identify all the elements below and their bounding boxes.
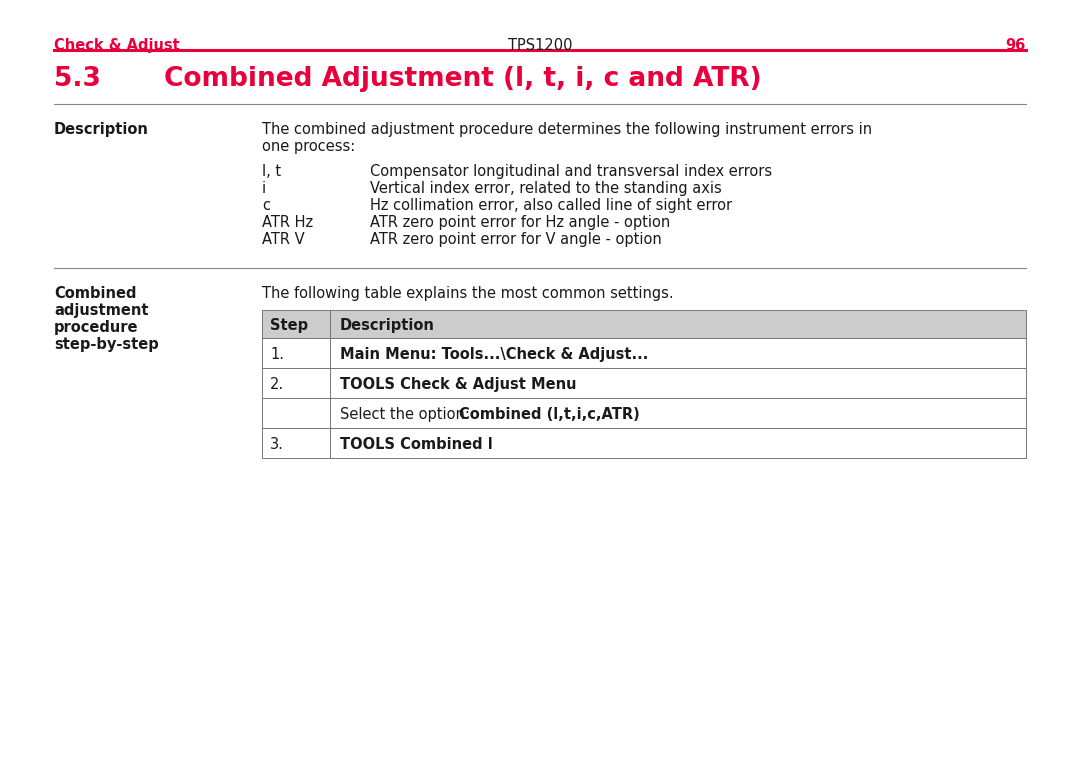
Text: adjustment: adjustment bbox=[54, 303, 149, 318]
Text: Step: Step bbox=[270, 318, 308, 333]
Text: Compensator longitudinal and transversal index errors: Compensator longitudinal and transversal… bbox=[370, 164, 772, 179]
Bar bbox=[262, 338, 1026, 368]
Text: The following table explains the most common settings.: The following table explains the most co… bbox=[262, 286, 674, 301]
Text: TOOLS Check & Adjust Menu: TOOLS Check & Adjust Menu bbox=[340, 377, 577, 392]
Text: Main Menu: Tools...\Check & Adjust...: Main Menu: Tools...\Check & Adjust... bbox=[340, 347, 648, 362]
Text: Description: Description bbox=[54, 122, 149, 137]
Text: procedure: procedure bbox=[54, 320, 138, 335]
Text: ATR zero point error for Hz angle - option: ATR zero point error for Hz angle - opti… bbox=[370, 215, 671, 230]
Text: l, t: l, t bbox=[262, 164, 281, 179]
Text: Combined Adjustment (l, t, i, c and ATR): Combined Adjustment (l, t, i, c and ATR) bbox=[164, 66, 761, 92]
Text: Vertical index error, related to the standing axis: Vertical index error, related to the sta… bbox=[370, 181, 721, 196]
Text: Check & Adjust: Check & Adjust bbox=[54, 38, 179, 53]
Text: 1.: 1. bbox=[270, 347, 284, 362]
Text: Combined (l,t,i,c,ATR): Combined (l,t,i,c,ATR) bbox=[459, 407, 639, 422]
Text: 5.3: 5.3 bbox=[54, 66, 100, 92]
Text: ATR Hz: ATR Hz bbox=[262, 215, 313, 230]
Bar bbox=[262, 310, 1026, 338]
Text: The combined adjustment procedure determines the following instrument errors in: The combined adjustment procedure determ… bbox=[262, 122, 873, 137]
Bar bbox=[262, 368, 1026, 398]
Text: Hz collimation error, also called line of sight error: Hz collimation error, also called line o… bbox=[370, 198, 732, 213]
Text: 3.: 3. bbox=[270, 437, 284, 452]
Text: one process:: one process: bbox=[262, 139, 355, 154]
Text: 96: 96 bbox=[1005, 38, 1026, 53]
Text: TPS1200: TPS1200 bbox=[508, 38, 572, 53]
Text: i: i bbox=[262, 181, 266, 196]
Text: c: c bbox=[262, 198, 270, 213]
Text: ATR V: ATR V bbox=[262, 232, 305, 247]
Text: Description: Description bbox=[340, 318, 435, 333]
Bar bbox=[262, 398, 1026, 428]
Bar bbox=[262, 428, 1026, 458]
Text: step-by-step: step-by-step bbox=[54, 337, 159, 352]
Text: Combined: Combined bbox=[54, 286, 136, 301]
Text: Select the option:: Select the option: bbox=[340, 407, 474, 422]
Text: ATR zero point error for V angle - option: ATR zero point error for V angle - optio… bbox=[370, 232, 662, 247]
Text: TOOLS Combined l: TOOLS Combined l bbox=[340, 437, 492, 452]
Text: 2.: 2. bbox=[270, 377, 284, 392]
